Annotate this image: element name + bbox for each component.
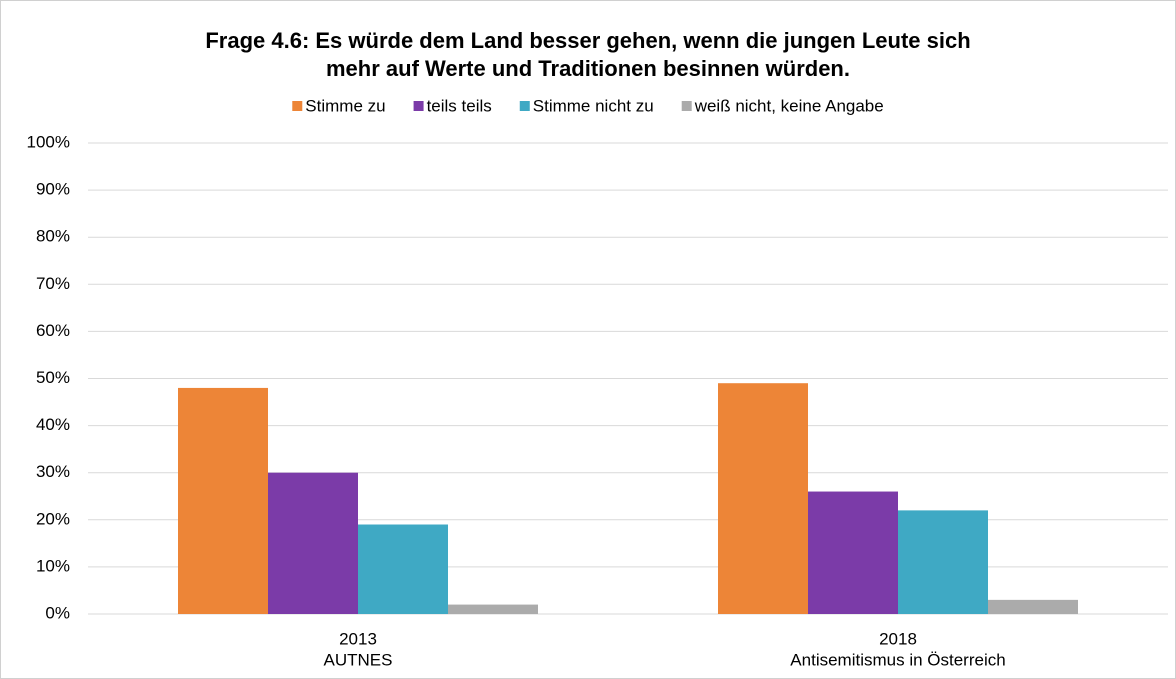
legend-swatch	[681, 101, 692, 111]
y-tick-label: 40%	[36, 415, 70, 434]
x-tick-label: AUTNES	[324, 650, 393, 669]
legend-swatch	[413, 101, 424, 111]
bar	[718, 383, 808, 614]
bar	[268, 472, 358, 614]
bar	[178, 387, 268, 614]
bar	[448, 604, 538, 614]
y-tick-label: 70%	[36, 274, 70, 293]
chart-title: mehr auf Werte und Traditionen besinnen …	[326, 56, 850, 81]
chart-title: Frage 4.6: Es würde dem Land besser gehe…	[205, 28, 970, 53]
y-tick-label: 50%	[36, 368, 70, 387]
legend-label: Stimme nicht zu	[533, 96, 654, 115]
y-tick-label: 30%	[36, 462, 70, 481]
bar	[898, 510, 988, 614]
x-tick-label: Antisemitismus in Österreich	[790, 650, 1005, 669]
legend-label: Stimme zu	[305, 96, 385, 115]
y-tick-label: 100%	[27, 132, 70, 151]
y-tick-label: 0%	[45, 603, 70, 622]
y-tick-label: 80%	[36, 227, 70, 246]
bar	[988, 599, 1078, 614]
bar	[358, 524, 448, 614]
y-tick-label: 90%	[36, 180, 70, 199]
legend-swatch	[519, 101, 530, 111]
y-tick-label: 60%	[36, 321, 70, 340]
y-tick-label: 20%	[36, 509, 70, 528]
y-tick-label: 10%	[36, 556, 70, 575]
bar	[808, 491, 898, 614]
x-tick-label: 2013	[339, 629, 377, 648]
legend-swatch	[292, 101, 303, 111]
legend-label: weiß nicht, keine Angabe	[694, 96, 884, 115]
legend-label: teils teils	[427, 96, 492, 115]
x-tick-label: 2018	[879, 629, 917, 648]
